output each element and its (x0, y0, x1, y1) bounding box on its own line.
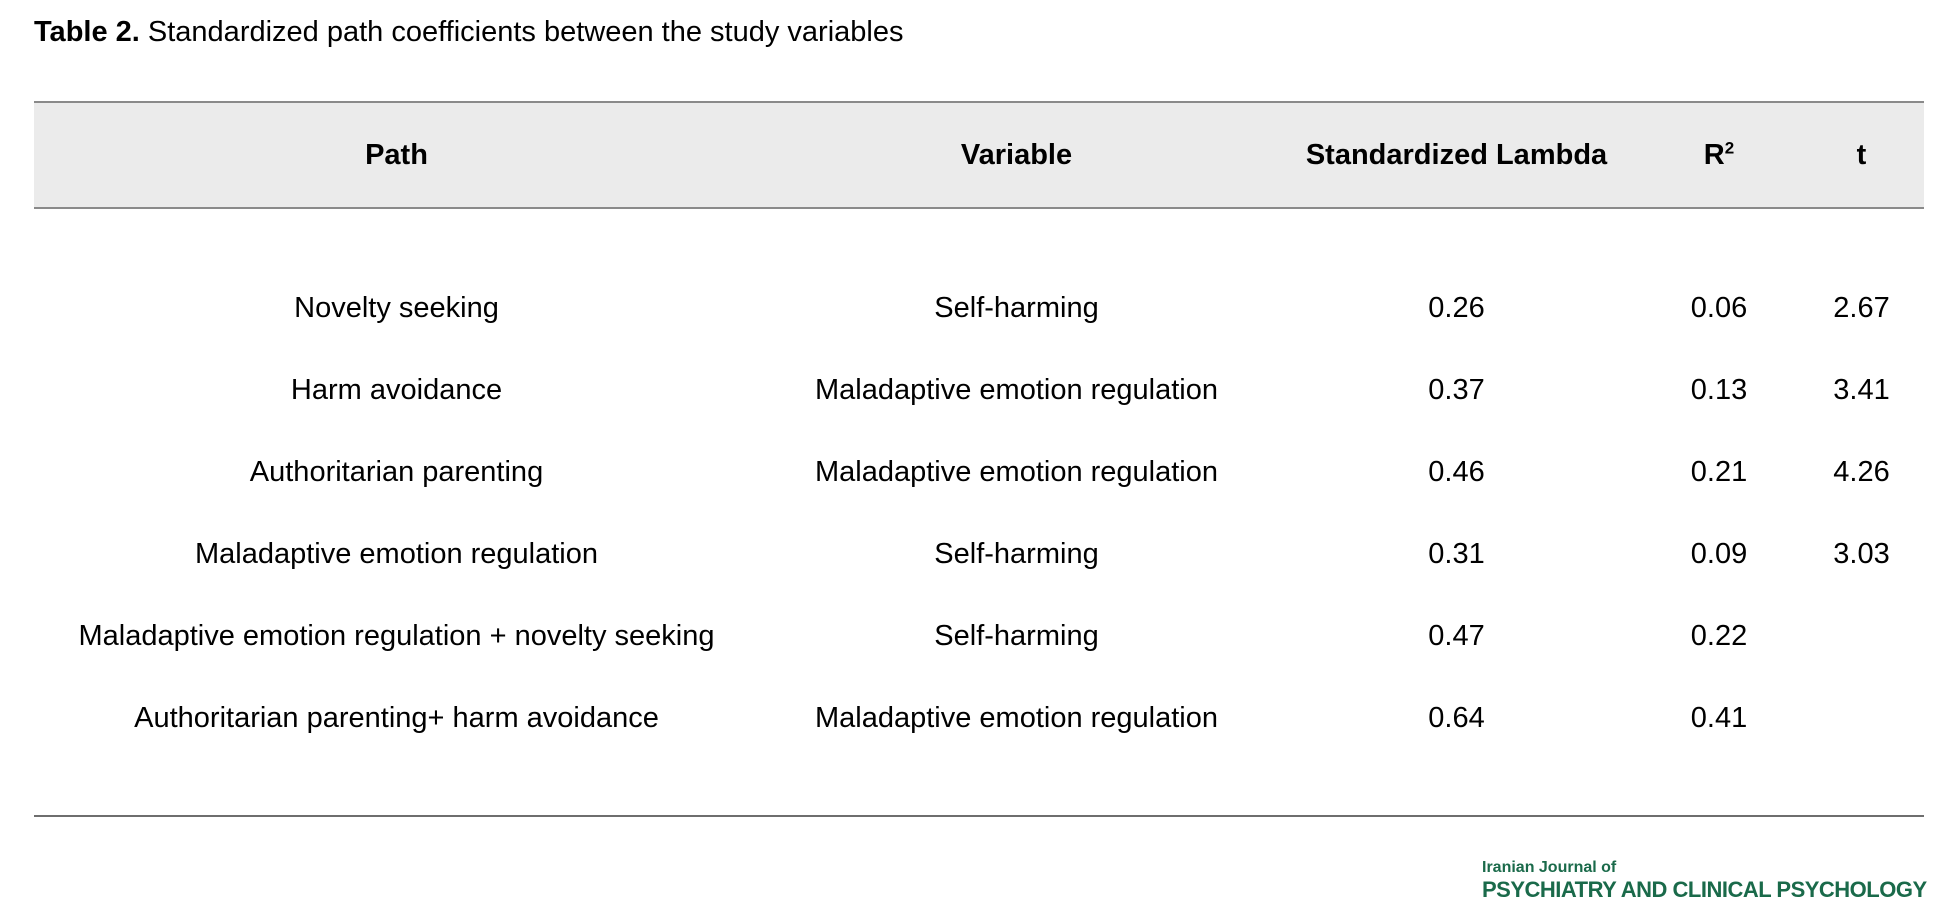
journal-logo: Iranian Journal of PSYCHIATRY AND CLINIC… (1482, 858, 1927, 903)
cell-path: Harm avoidance (290, 373, 503, 406)
cell-lambda: 0.47 (1428, 619, 1485, 652)
table-row: Maladaptive emotion regulation + novelty… (34, 595, 1924, 677)
cell-path: Maladaptive emotion regulation + novelty… (78, 619, 715, 652)
cell-t (1799, 677, 1924, 759)
cell-lambda: 0.26 (1428, 291, 1485, 324)
header-t: t (1799, 101, 1924, 209)
cell-r-squared: 0.09 (1690, 537, 1748, 570)
cell-r-squared: 0.21 (1690, 455, 1748, 488)
cell-lambda: 0.46 (1428, 455, 1485, 488)
table-row: Harm avoidance Maladaptive emotion regul… (34, 349, 1924, 431)
cell-r-squared: 0.41 (1690, 701, 1748, 734)
cell-lambda: 0.37 (1428, 373, 1485, 406)
journal-logo-line2: PSYCHIATRY AND CLINICAL PSYCHOLOGY (1482, 877, 1927, 902)
header-standardized-lambda: Standardized Lambda (1274, 101, 1639, 209)
cell-r-squared: 0.22 (1690, 619, 1748, 652)
table-header-row: Path Variable Standardized Lambda R2 t (34, 101, 1924, 209)
cell-variable: Self-harming (934, 537, 1099, 570)
cell-variable: Self-harming (934, 291, 1099, 324)
cell-variable: Maladaptive emotion regulation (814, 373, 1219, 406)
header-r-squared: R2 (1639, 101, 1799, 209)
cell-t: 2.67 (1833, 291, 1890, 324)
cell-t: 4.26 (1833, 455, 1890, 488)
path-coefficients-table: Path Variable Standardized Lambda R2 t N… (34, 101, 1924, 817)
cell-t: 3.41 (1833, 373, 1890, 406)
cell-variable: Self-harming (934, 619, 1099, 652)
header-path: Path (34, 101, 759, 209)
cell-path: Authoritarian parenting (249, 455, 544, 488)
cell-variable: Maladaptive emotion regulation (814, 455, 1219, 488)
cell-path: Maladaptive emotion regulation (194, 537, 599, 570)
cell-path: Authoritarian parenting+ harm avoidance (134, 701, 659, 734)
table-row: Maladaptive emotion regulation Self-harm… (34, 513, 1924, 595)
header-r-squared-base: R (1703, 138, 1725, 171)
cell-lambda: 0.31 (1428, 537, 1485, 570)
cell-r-squared: 0.06 (1690, 291, 1748, 324)
cell-lambda: 0.64 (1428, 701, 1485, 734)
journal-logo-line1: Iranian Journal of (1482, 859, 1617, 876)
table-top-spacer (34, 208, 1924, 267)
cell-variable: Maladaptive emotion regulation (814, 701, 1219, 734)
cell-t (1799, 595, 1924, 677)
table-caption-label: Table 2. (34, 16, 140, 48)
table-row: Novelty seeking Self-harming 0.26 0.06 2… (34, 267, 1924, 349)
table-row: Authoritarian parenting+ harm avoidance … (34, 677, 1924, 759)
cell-t: 3.03 (1833, 537, 1890, 570)
table-caption-text: Standardized path coefficients between t… (139, 16, 904, 48)
table-bottom-rule (34, 759, 1924, 817)
header-r-squared-exponent: 2 (1724, 137, 1735, 157)
cell-path: Novelty seeking (294, 291, 499, 324)
header-variable: Variable (759, 101, 1274, 209)
table-row: Authoritarian parenting Maladaptive emot… (34, 431, 1924, 513)
cell-r-squared: 0.13 (1690, 373, 1748, 406)
table-caption: Table 2. Standardized path coefficients … (34, 14, 903, 50)
